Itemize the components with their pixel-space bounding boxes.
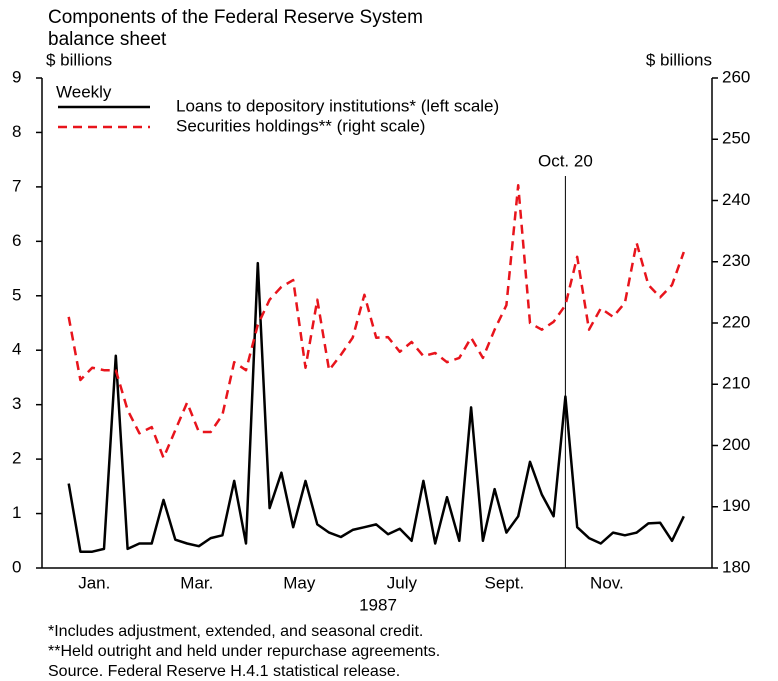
x-tick-label: Mar. xyxy=(180,573,213,592)
chart-title: Components of the Federal Reserve System xyxy=(48,7,423,28)
y2-tick-label: 230 xyxy=(722,251,750,270)
y2-tick-label: 210 xyxy=(722,374,750,393)
chart-title: balance sheet xyxy=(48,29,167,50)
y-axis-label: $ billions xyxy=(46,50,112,69)
x-tick-label: Jan. xyxy=(78,573,110,592)
x-tick-label: July xyxy=(387,573,418,592)
y-tick-label: 4 xyxy=(12,340,21,359)
x-axis-label: 1987 xyxy=(359,595,397,614)
y-tick-label: 7 xyxy=(12,176,21,195)
y2-tick-label: 250 xyxy=(722,129,750,148)
y-tick-label: 9 xyxy=(12,67,21,86)
legend-label: Securities holdings** (right scale) xyxy=(176,116,425,135)
y-tick-label: 0 xyxy=(12,557,21,576)
footnote: Source. Federal Reserve H.4.1 statistica… xyxy=(48,663,400,680)
y-tick-label: 8 xyxy=(12,122,21,141)
legend-label: Loans to depository institutions* (left … xyxy=(176,96,499,115)
y2-axis-label: $ billions xyxy=(646,50,712,69)
x-tick-label: Nov. xyxy=(590,573,624,592)
y-tick-label: 3 xyxy=(12,394,21,413)
y2-tick-label: 180 xyxy=(722,557,750,576)
footnote: **Held outright and held under repurchas… xyxy=(48,643,440,660)
y2-tick-label: 190 xyxy=(722,496,750,515)
series-line xyxy=(67,261,685,553)
y-tick-label: 6 xyxy=(12,231,21,250)
y2-tick-label: 240 xyxy=(722,190,750,209)
legend-title: Weekly xyxy=(56,82,112,101)
y-tick-label: 2 xyxy=(12,449,21,468)
y2-tick-label: 260 xyxy=(722,67,750,86)
x-tick-label: Sept. xyxy=(485,573,525,592)
footnote: *Includes adjustment, extended, and seas… xyxy=(48,623,423,640)
series-line xyxy=(67,183,685,460)
annotation: Oct. 20 xyxy=(538,151,593,170)
y-tick-label: 5 xyxy=(12,285,21,304)
y2-tick-label: 200 xyxy=(722,435,750,454)
y2-tick-label: 220 xyxy=(722,312,750,331)
y-tick-label: 1 xyxy=(12,503,21,522)
x-tick-label: May xyxy=(283,573,316,592)
